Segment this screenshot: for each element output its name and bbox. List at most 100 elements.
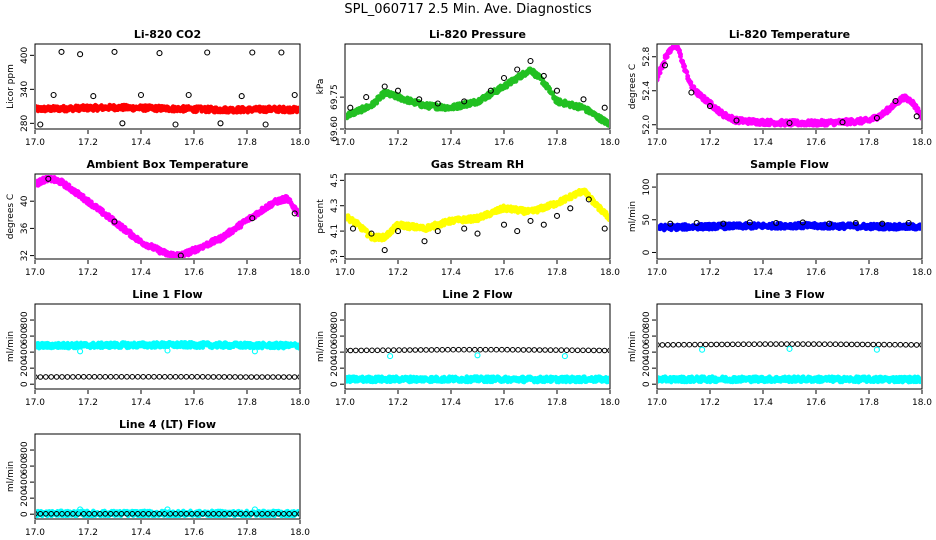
data-point [129,374,136,380]
data-point [363,347,370,354]
data-point [547,347,554,353]
data-point [553,347,559,353]
series-samples [667,219,912,227]
x-tick-label: 17.6 [184,398,204,408]
data-point [107,374,114,380]
x-tick-label: 17.6 [184,268,204,278]
data-point [561,353,568,360]
x-tick-label: 17.2 [700,398,720,408]
x-tick-label: 17.8 [859,268,879,278]
data-point [297,343,299,349]
data-point [455,346,462,353]
x-tick-label: 17.0 [335,268,355,278]
data-point [580,96,587,103]
series-line-A [658,374,921,385]
y-axis-label: ml/min [628,201,638,232]
data-point [540,72,547,79]
data-point [275,374,282,380]
x-tick-label: 17.6 [494,398,514,408]
data-point [421,238,428,245]
plot-area [36,340,299,380]
data-point [567,205,574,212]
data-point [243,374,249,380]
plot-area [658,341,921,385]
y-tick-label: 200 [330,359,340,376]
plot-frame [34,43,301,130]
data-point [77,348,84,355]
data-point [693,219,700,227]
panel-title: Li-820 CO2 [134,28,201,41]
data-point [221,374,228,380]
data-point [445,346,451,353]
data-point [733,117,740,124]
data-point [102,374,109,380]
x-tick-label: 17.4 [441,398,461,408]
y-tick-label: 0 [330,381,340,387]
data-point [474,230,481,237]
data-point [396,347,402,353]
data-point [387,353,394,360]
y-tick-label: 340 [20,80,30,97]
x-tick-label: 17.6 [806,398,826,408]
x-tick-label: 17.0 [335,138,355,148]
data-point [661,62,669,69]
data-point [48,374,55,380]
series-samples [37,48,298,128]
y-axis-label: degrees C [628,64,638,109]
data-point [504,346,511,353]
data-point [607,215,609,220]
plot-frame [344,173,611,260]
data-point [205,374,211,380]
x-tick-label: 18.0 [290,138,310,148]
data-point [385,347,392,354]
data-point [347,104,354,111]
data-point [118,374,125,380]
plot-frame [34,303,301,390]
x-tick-label: 18.0 [290,398,310,408]
data-point [450,346,457,353]
x-tick-label: 17.4 [131,138,151,148]
data-point [346,347,348,354]
y-axis-label: ml/min [316,331,326,362]
data-point [416,96,423,103]
data-point [156,50,163,57]
data-point [527,217,534,224]
data-point [177,252,184,258]
data-point [607,377,609,383]
data-point [135,374,141,380]
y-tick-label: 800 [20,311,30,328]
y-tick-label: 36 [20,222,30,234]
data-point [172,374,179,380]
data-point [596,347,603,354]
data-point [381,83,388,90]
panel-title: Li-820 Pressure [429,28,526,41]
data-point [237,374,244,380]
data-point [349,225,357,232]
data-point [90,93,97,100]
data-point [226,374,233,380]
data-point [417,347,424,353]
data-point [37,374,44,380]
data-point [262,121,269,128]
series-average [658,45,921,128]
data-point [286,374,293,380]
y-tick-label: 280 [20,114,30,131]
data-point [111,218,118,225]
data-point [919,111,921,117]
data-point [291,91,298,99]
data-point [482,346,489,353]
x-tick-label: 17.8 [237,268,257,278]
plot-area [36,48,299,128]
plot-area [658,45,921,128]
data-point [434,100,441,107]
data-point [248,374,255,380]
figure-title: SPL_060717 2.5 Min. Ave. Diagnostics [344,2,591,17]
y-tick-label: 4.5 [330,173,340,187]
x-tick-label: 17.0 [335,398,355,408]
data-point [423,347,429,353]
data-point [412,347,419,353]
plot-frame [344,43,611,130]
data-point [278,49,285,56]
